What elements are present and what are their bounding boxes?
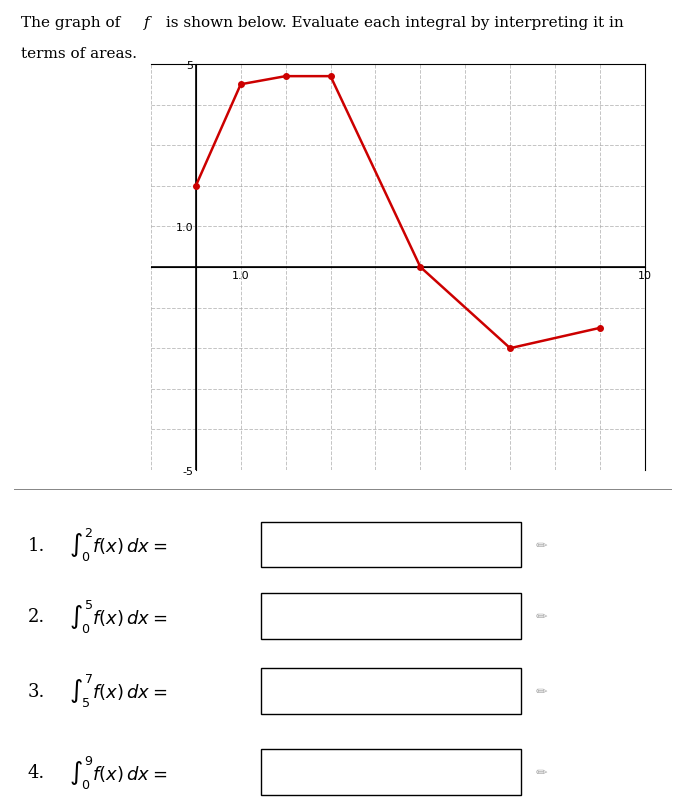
Text: ✏: ✏: [536, 609, 547, 624]
FancyBboxPatch shape: [261, 594, 521, 639]
FancyBboxPatch shape: [261, 749, 521, 795]
Text: is shown below. Evaluate each integral by interpreting it in: is shown below. Evaluate each integral b…: [161, 15, 624, 30]
Text: ✏: ✏: [536, 538, 547, 552]
Text: 1.: 1.: [27, 536, 45, 554]
Text: $\int_{5}^{7} f(x)\,dx =$: $\int_{5}^{7} f(x)\,dx =$: [69, 672, 167, 710]
Text: 3.: 3.: [27, 682, 45, 700]
Text: 2.: 2.: [27, 607, 45, 625]
Text: 4.: 4.: [27, 763, 45, 781]
Text: f: f: [144, 15, 150, 30]
Text: The graph of: The graph of: [21, 15, 125, 30]
Text: $\int_{0}^{2} f(x)\,dx =$: $\int_{0}^{2} f(x)\,dx =$: [69, 526, 167, 564]
Text: terms of areas.: terms of areas.: [21, 47, 137, 61]
FancyBboxPatch shape: [261, 522, 521, 568]
Text: ✏: ✏: [536, 765, 547, 779]
Text: $\int_{0}^{9} f(x)\,dx =$: $\int_{0}^{9} f(x)\,dx =$: [69, 753, 167, 791]
FancyBboxPatch shape: [261, 668, 521, 714]
Text: ✏: ✏: [536, 684, 547, 698]
Text: $\int_{0}^{5} f(x)\,dx =$: $\int_{0}^{5} f(x)\,dx =$: [69, 598, 167, 635]
